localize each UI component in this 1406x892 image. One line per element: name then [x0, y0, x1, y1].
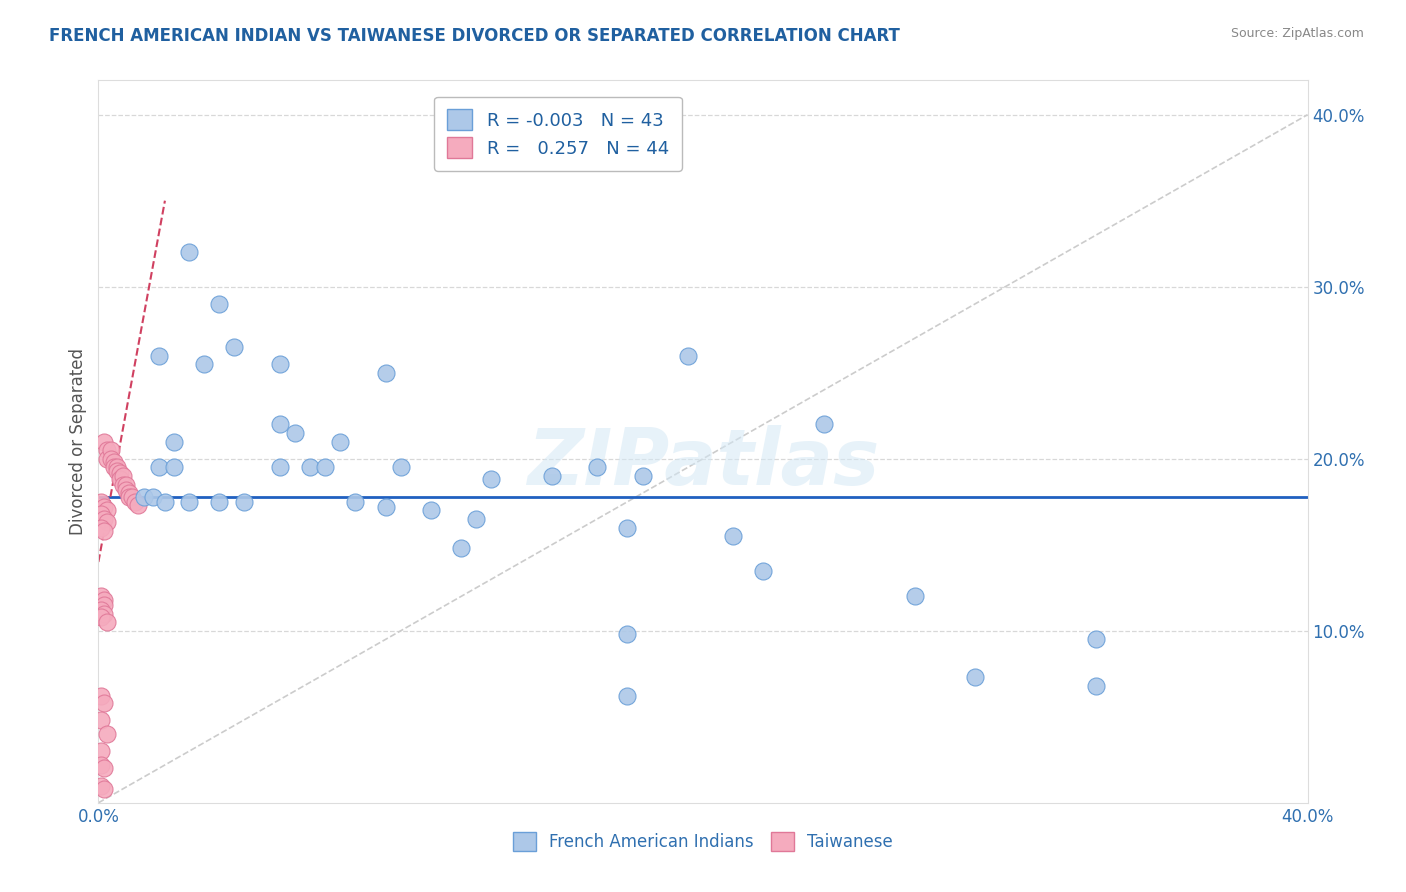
Point — [142, 490, 165, 504]
Point — [208, 494, 231, 508]
Point — [93, 696, 115, 710]
Point — [269, 357, 291, 371]
Point — [90, 610, 112, 624]
Point — [96, 451, 118, 466]
Text: ZIPatlas: ZIPatlas — [527, 425, 879, 501]
Point — [90, 520, 112, 534]
Point — [616, 520, 638, 534]
Point — [616, 689, 638, 703]
Point — [103, 455, 125, 469]
Point — [1085, 679, 1108, 693]
Point — [616, 627, 638, 641]
Point — [329, 434, 352, 449]
Point — [96, 727, 118, 741]
Point — [208, 297, 231, 311]
Point — [121, 490, 143, 504]
Point — [193, 357, 215, 371]
Point — [111, 477, 134, 491]
Point — [904, 590, 927, 604]
Point — [965, 670, 987, 684]
Point — [676, 349, 699, 363]
Point — [163, 434, 186, 449]
Point — [540, 469, 562, 483]
Point — [96, 443, 118, 458]
Point — [90, 689, 112, 703]
Point — [389, 460, 412, 475]
Point — [314, 460, 336, 475]
Point — [465, 512, 488, 526]
Point — [93, 761, 115, 775]
Point — [374, 366, 396, 380]
Point — [344, 494, 367, 508]
Point — [90, 744, 112, 758]
Point — [90, 494, 112, 508]
Point — [96, 503, 118, 517]
Point — [269, 417, 291, 432]
Point — [114, 477, 136, 491]
Point — [284, 425, 307, 440]
Point — [1085, 632, 1108, 647]
Point — [96, 615, 118, 630]
Point — [103, 460, 125, 475]
Point — [105, 460, 128, 475]
Point — [232, 494, 254, 508]
Point — [374, 500, 396, 514]
Point — [163, 460, 186, 475]
Point — [90, 758, 112, 772]
Point — [148, 460, 170, 475]
Point — [118, 490, 141, 504]
Point — [108, 466, 131, 480]
Point — [93, 782, 115, 797]
Y-axis label: Divorced or Separated: Divorced or Separated — [69, 348, 87, 535]
Point — [752, 564, 775, 578]
Point — [96, 516, 118, 530]
Point — [631, 469, 654, 483]
Point — [132, 490, 155, 504]
Point — [93, 500, 115, 514]
Point — [93, 598, 115, 612]
Point — [93, 592, 115, 607]
Point — [93, 512, 115, 526]
Point — [93, 434, 115, 449]
Point — [127, 498, 149, 512]
Point — [224, 340, 246, 354]
Point — [450, 541, 472, 556]
Point — [90, 713, 112, 727]
Point — [723, 529, 745, 543]
Point — [111, 469, 134, 483]
Point — [90, 603, 112, 617]
Point — [813, 417, 835, 432]
Text: Source: ZipAtlas.com: Source: ZipAtlas.com — [1230, 27, 1364, 40]
Point — [153, 494, 176, 508]
Point — [100, 451, 122, 466]
Point — [90, 507, 112, 521]
Point — [586, 460, 609, 475]
Point — [481, 472, 503, 486]
Point — [124, 494, 146, 508]
Point — [269, 460, 291, 475]
Point — [148, 349, 170, 363]
Point — [105, 464, 128, 478]
Point — [299, 460, 322, 475]
Point — [93, 524, 115, 538]
Point — [90, 779, 112, 793]
Point — [90, 590, 112, 604]
Point — [118, 486, 141, 500]
Text: FRENCH AMERICAN INDIAN VS TAIWANESE DIVORCED OR SEPARATED CORRELATION CHART: FRENCH AMERICAN INDIAN VS TAIWANESE DIVO… — [49, 27, 900, 45]
Point — [420, 503, 443, 517]
Legend: R = -0.003   N = 43, R =   0.257   N = 44: R = -0.003 N = 43, R = 0.257 N = 44 — [434, 96, 682, 170]
Point — [114, 483, 136, 497]
Point — [179, 245, 201, 260]
Point — [179, 494, 201, 508]
Point — [93, 607, 115, 621]
Point — [108, 472, 131, 486]
Point — [100, 443, 122, 458]
